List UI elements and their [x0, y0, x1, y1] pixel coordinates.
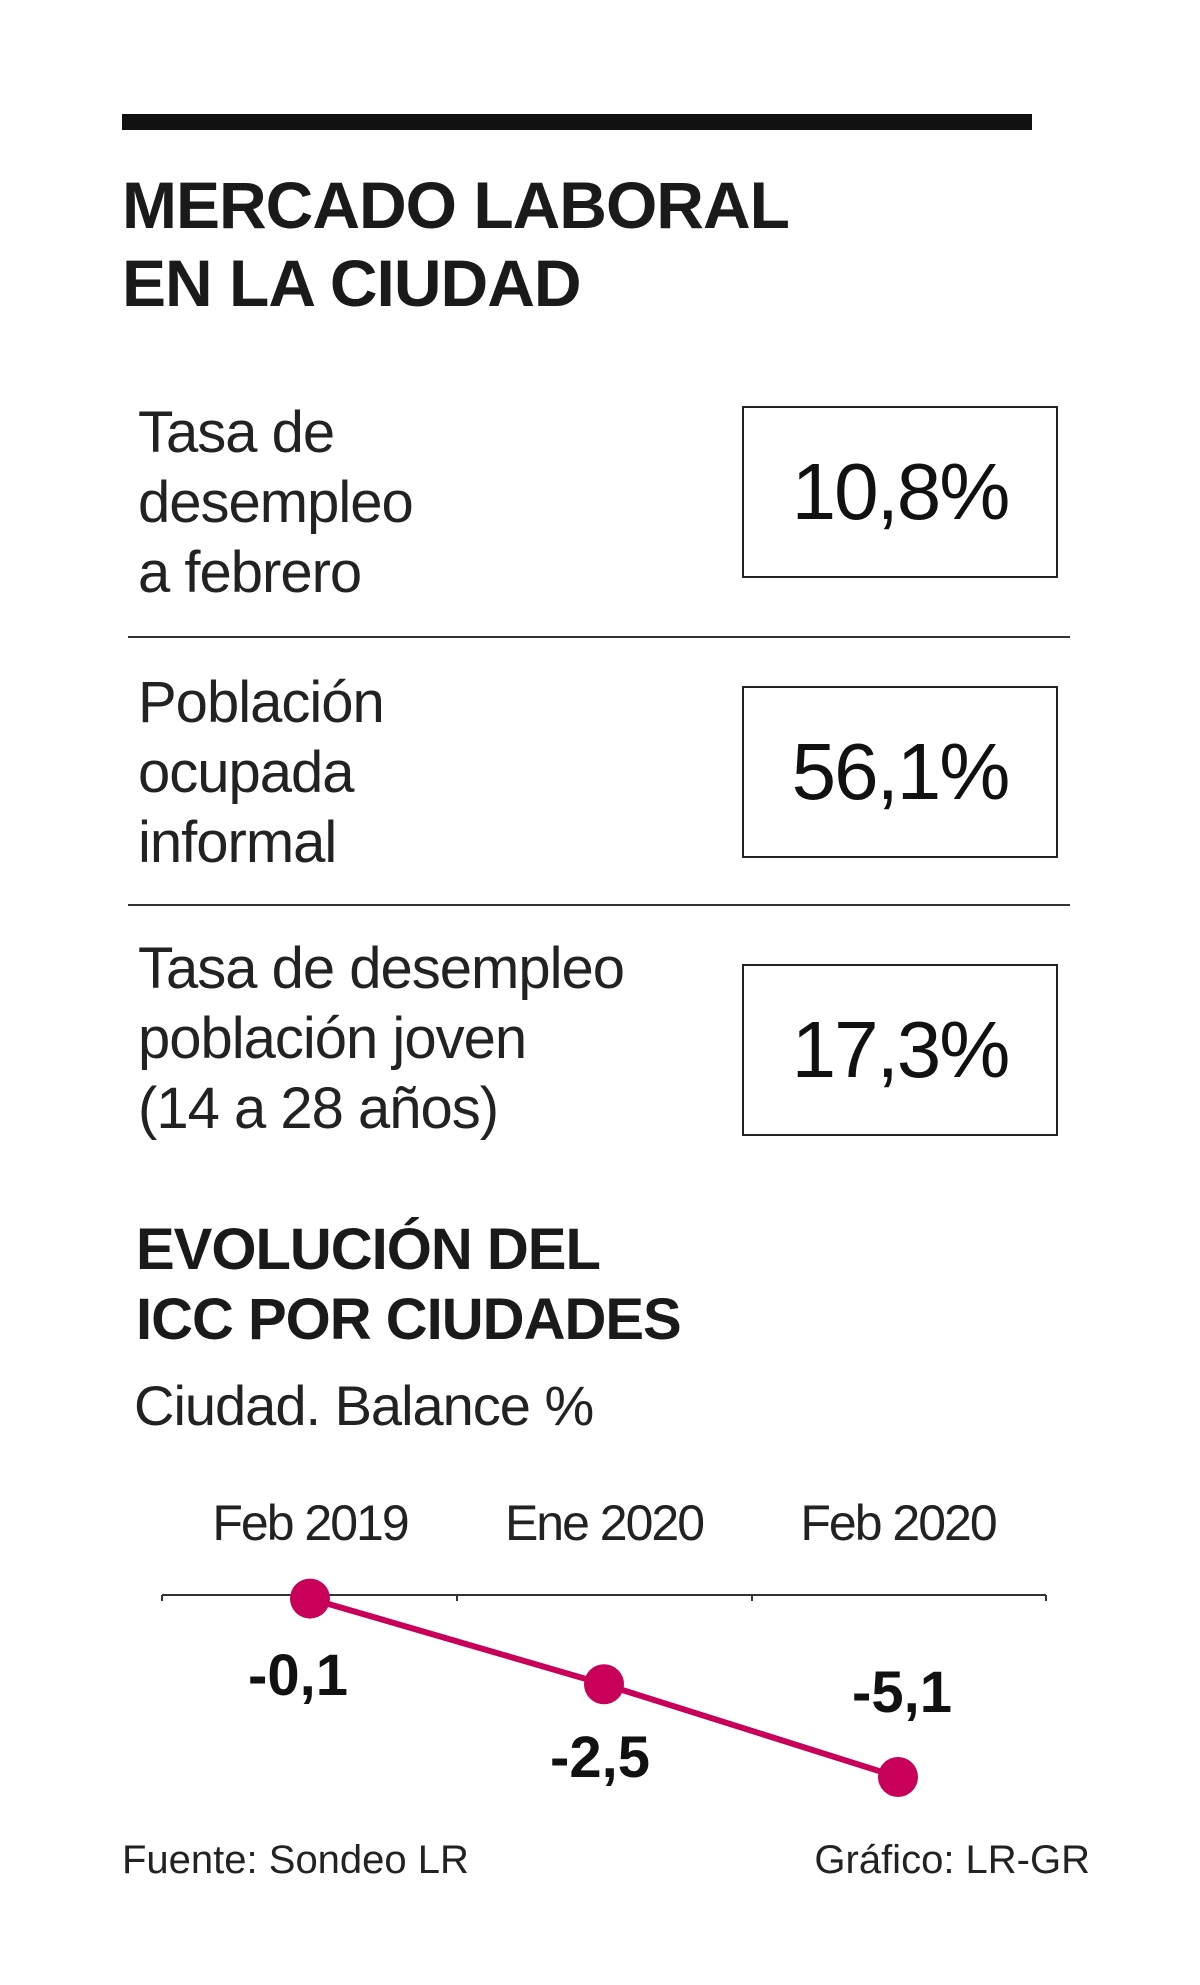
stat-label: Tasa de desempleo población joven (14 a …: [138, 936, 625, 1141]
data-point: [584, 1664, 624, 1705]
stat-value-box: 10,8%: [742, 406, 1058, 578]
stat-value-box: 56,1%: [742, 686, 1058, 858]
x-tick-label: Feb 2020: [800, 1495, 995, 1551]
source-note: Fuente: Sondeo LR: [122, 1838, 469, 1882]
chart-subtitle: Ciudad. Balance %: [134, 1374, 594, 1437]
title-line-2: EN LA CIUDAD: [122, 246, 582, 320]
data-point: [878, 1757, 918, 1797]
stat-label: Población ocupada informal: [138, 670, 385, 875]
data-point: [290, 1578, 330, 1619]
divider: [128, 904, 1070, 906]
data-label: -0,1: [248, 1643, 348, 1708]
line-chart: Feb 2019 Ene 2020 Feb 2020 -0,1 -2,5 -5,1: [161, 1495, 1047, 1797]
x-tick-label: Feb 2019: [212, 1495, 407, 1551]
stat-label: Tasa de desempleo a febrero: [138, 400, 414, 605]
stat-value-box: 17,3%: [742, 964, 1058, 1136]
top-rule: [122, 114, 1032, 130]
x-tick-label: Ene 2020: [505, 1495, 703, 1551]
chart-title-line-2: ICC POR CIUDADES: [136, 1287, 682, 1352]
chart-title: EVOLUCIÓN DEL ICC POR CIUDADES: [136, 1215, 1036, 1355]
data-label: -2,5: [550, 1725, 650, 1790]
data-label: -5,1: [852, 1660, 952, 1725]
credit-note: Gráfico: LR-GR: [814, 1838, 1090, 1882]
chart-title-line-1: EVOLUCIÓN DEL: [136, 1217, 601, 1282]
divider: [128, 636, 1070, 638]
title-line-1: MERCADO LABORAL: [122, 168, 790, 242]
page-title: MERCADO LABORAL EN LA CIUDAD: [122, 166, 1022, 322]
